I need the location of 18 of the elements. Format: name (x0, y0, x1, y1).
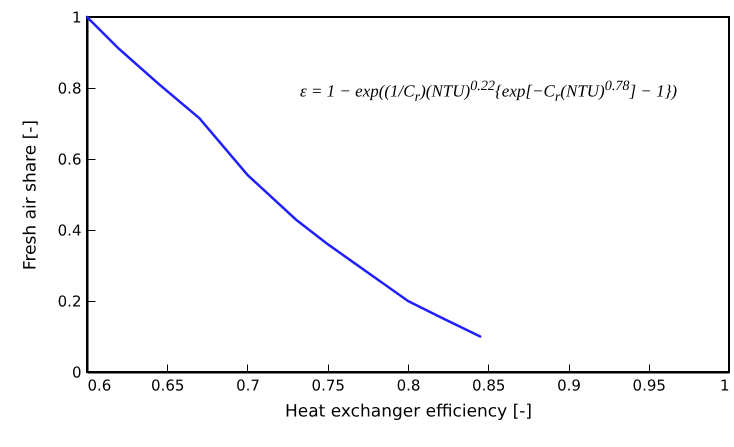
x-tick-label: 0.8 (396, 376, 420, 394)
x-tick-label: 0.6 (88, 376, 112, 394)
x-axis-title: Heat exchanger efficiency [-] (284, 402, 532, 422)
x-tick-label: 0.7 (236, 376, 260, 394)
text: ε = 1 − exp((1/C$_{r}$)(NTU)$^{0.22}${exp[−C$_{r}$(NTU)$^{0.78}$] − 1}) (300, 78, 678, 106)
x-tick-label: 0.75 (312, 376, 345, 394)
x-tick-label: 0.85 (472, 376, 506, 394)
y-tick-label: 0.4 (58, 222, 82, 240)
x-tick-label: 1 (720, 376, 730, 394)
y-tick-label: 1 (72, 8, 82, 26)
x-tick-label: 0.9 (557, 376, 581, 394)
x-tick-label: 0.95 (632, 376, 666, 394)
x-tick-label: 0.65 (151, 376, 184, 394)
y-tick-label: 0.6 (58, 150, 82, 168)
y-axis-title: Fresh air share [-] (20, 120, 41, 270)
y-tick-label: 0 (72, 364, 82, 382)
y-tick-label: 0.2 (58, 292, 82, 310)
y-tick-label: 0.8 (58, 80, 82, 98)
